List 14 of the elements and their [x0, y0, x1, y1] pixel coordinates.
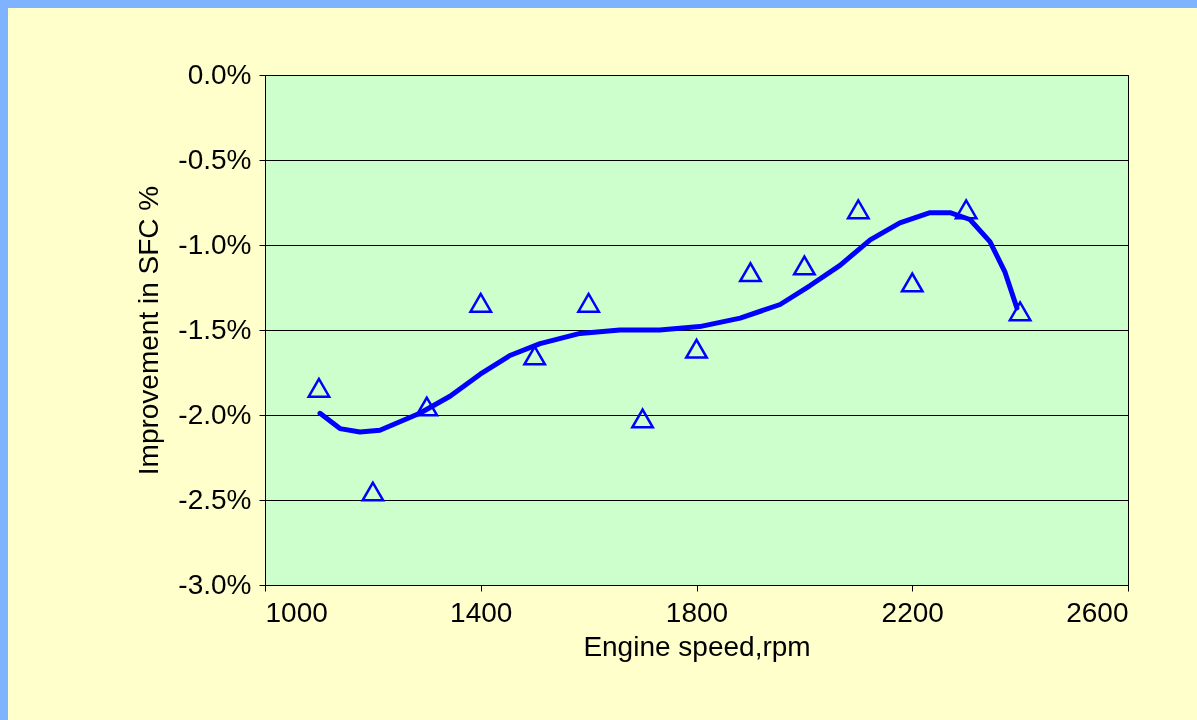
x-axis-title: Engine speed,rpm	[583, 630, 811, 662]
y-tick-label: -3.0%	[178, 568, 252, 600]
x-tick-label: 2200	[881, 596, 944, 628]
y-tick-label: -2.5%	[178, 483, 252, 515]
y-tick-label: -2.0%	[178, 398, 252, 430]
y-tick-label: -1.5%	[178, 313, 252, 345]
x-tick-label: 1400	[450, 596, 513, 628]
y-tick-label: 0.0%	[187, 58, 252, 90]
x-tick-label: 1000	[265, 596, 328, 628]
y-axis-title: Improvement in SFC %	[133, 185, 165, 476]
y-tick-label: -1.0%	[178, 228, 252, 260]
x-tick-label: 1800	[665, 596, 729, 628]
y-tick-label: -0.5%	[178, 143, 252, 175]
x-tick-label: 2600	[1066, 596, 1129, 628]
